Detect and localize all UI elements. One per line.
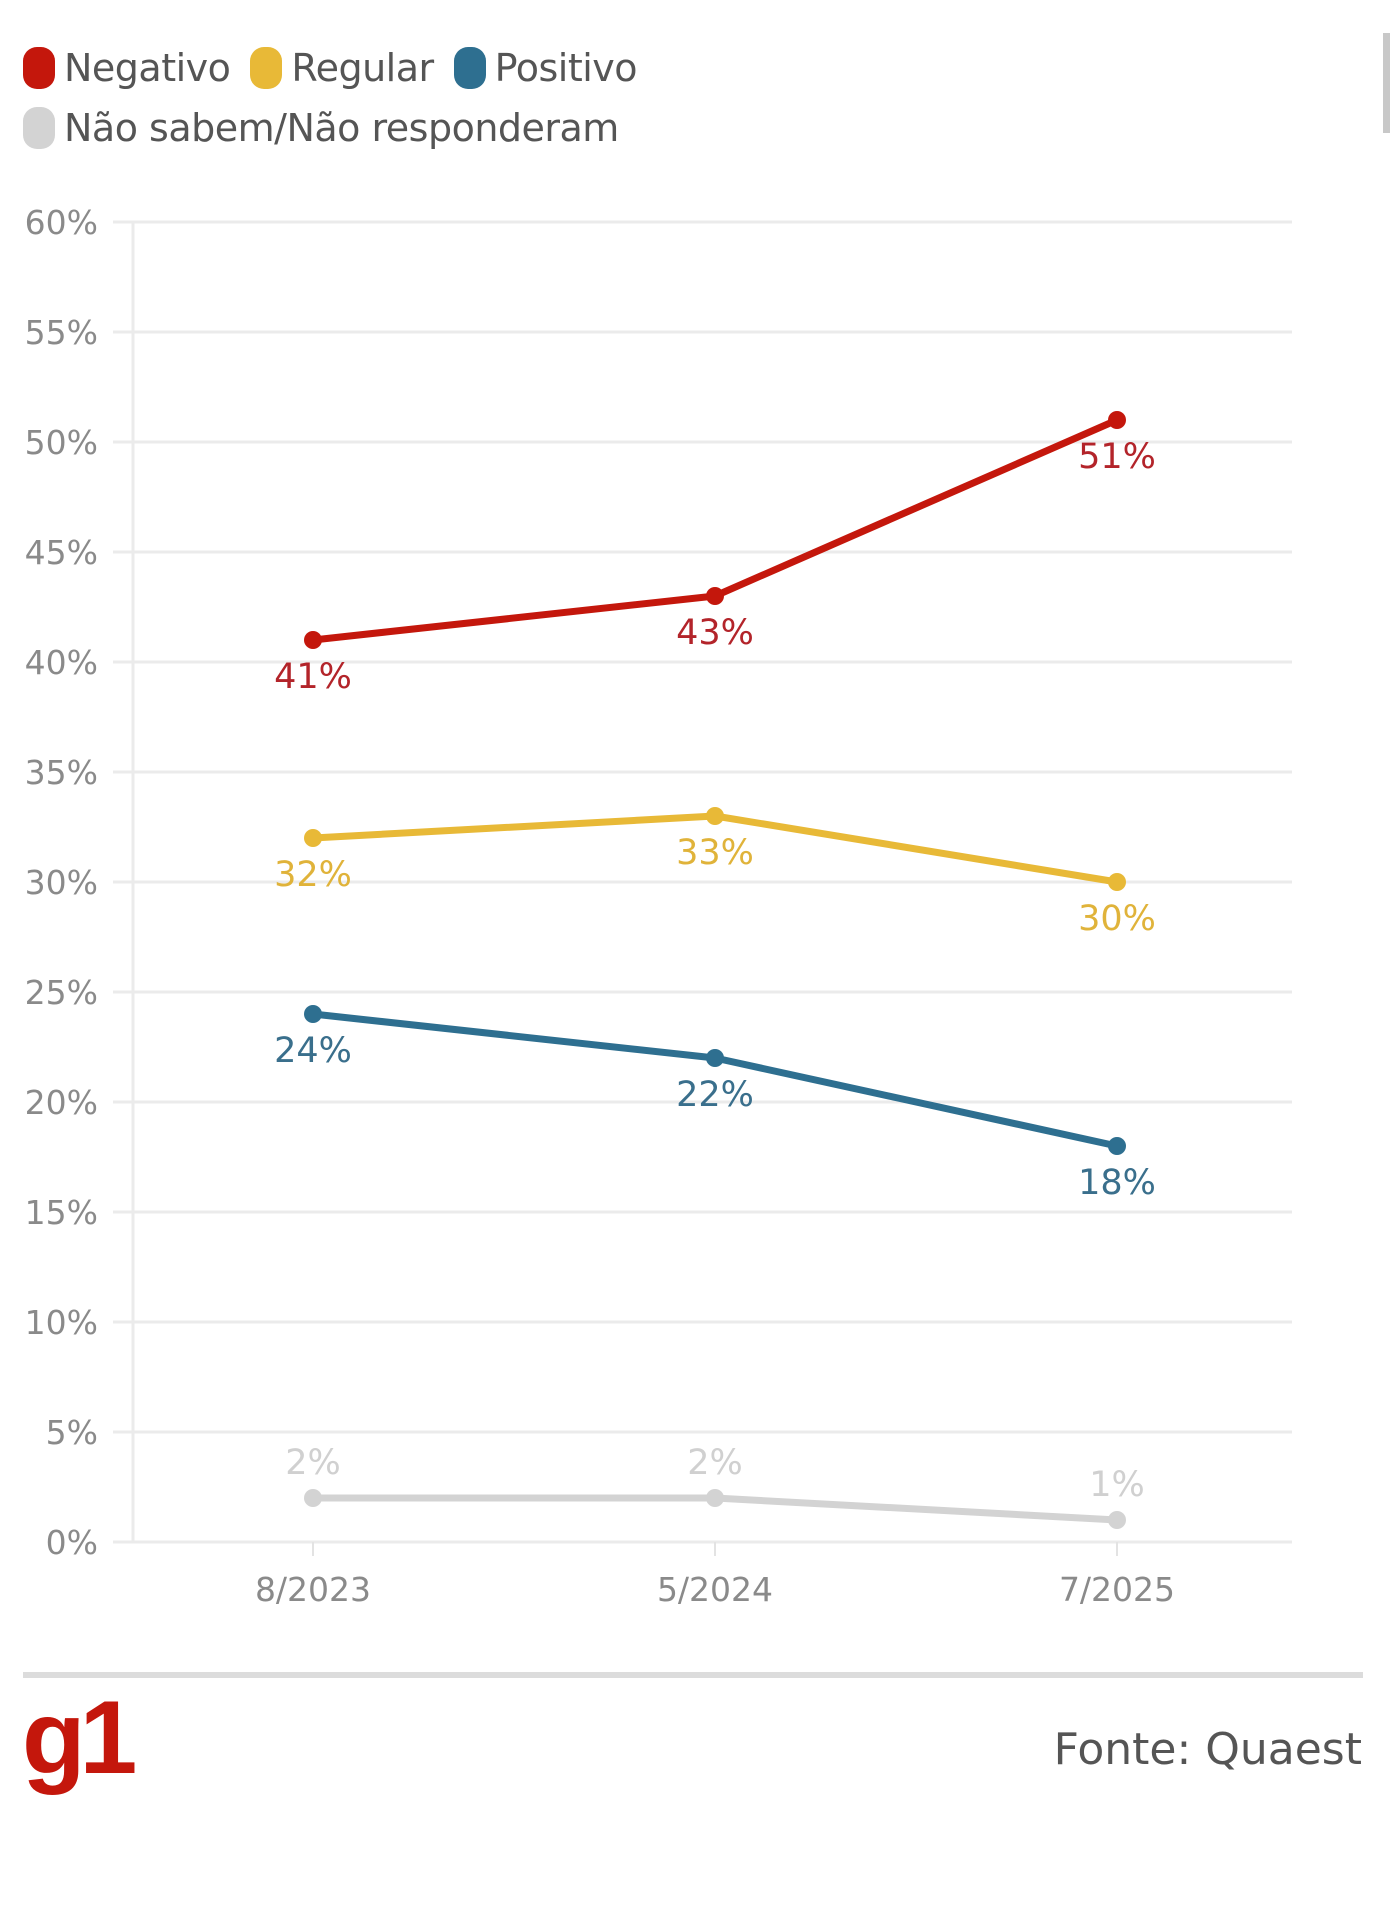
- data-point: [304, 1005, 322, 1023]
- y-tick-label: 60%: [25, 203, 98, 242]
- y-tick-label: 0%: [46, 1523, 98, 1562]
- y-tick-label: 30%: [25, 863, 98, 902]
- y-tick-label: 45%: [25, 533, 98, 572]
- y-tick-label: 50%: [25, 423, 98, 462]
- y-tick-label: 10%: [25, 1303, 98, 1342]
- data-point: [1108, 1511, 1126, 1529]
- data-label: 30%: [1078, 899, 1156, 939]
- data-label: 24%: [274, 1031, 352, 1071]
- data-label: 1%: [1089, 1465, 1145, 1505]
- y-tick-label: 20%: [25, 1083, 98, 1122]
- legend-swatch-regular: [250, 47, 283, 89]
- data-point: [1108, 411, 1126, 429]
- footer-divider: [23, 1672, 1363, 1678]
- data-label: 41%: [274, 657, 352, 697]
- data-point: [706, 1049, 724, 1067]
- data-label: 22%: [676, 1075, 754, 1115]
- x-tick-label: 8/2023: [255, 1570, 371, 1609]
- data-label: 18%: [1078, 1163, 1156, 1203]
- legend-swatch-negativo: [23, 47, 55, 89]
- data-point: [1108, 873, 1126, 891]
- data-label: 51%: [1078, 437, 1156, 477]
- x-axis-ticks: 8/2023 5/2024 7/2025: [255, 1542, 1175, 1609]
- legend-row-1: Negativo Regular Positivo: [23, 38, 783, 98]
- data-label: 32%: [274, 855, 352, 895]
- grid-lines: [113, 220, 1292, 1544]
- y-tick-label: 15%: [25, 1193, 98, 1232]
- data-point: [304, 829, 322, 847]
- legend-label: Positivo: [494, 46, 638, 90]
- line-chart: 0% 5% 10% 15% 20% 25% 30% 35% 40% 45% 50% 55% 60% 8/…: [25, 203, 1292, 1609]
- x-tick-label: 7/2025: [1059, 1570, 1175, 1609]
- legend-row-2: Não sabem/Não responderam: [23, 98, 783, 158]
- y-tick-label: 40%: [25, 643, 98, 682]
- legend-label: Negativo: [64, 46, 231, 90]
- legend-swatch-positivo: [453, 47, 486, 89]
- legend-label: Não sabem/Não responderam: [64, 106, 619, 150]
- legend-item-positivo: Positivo: [453, 46, 638, 90]
- legend-item-nao-sabem: Não sabem/Não responderam: [23, 106, 619, 150]
- y-tick-label: 5%: [46, 1413, 98, 1452]
- legend-item-regular: Regular: [250, 46, 434, 90]
- data-labels: 2% 2% 1% 24% 22% 18% 32% 33% 30% 41% 43% 51%: [274, 437, 1156, 1505]
- legend-label: Regular: [291, 46, 434, 90]
- legend-swatch-nao-sabem: [23, 107, 55, 149]
- legend-item-negativo: Negativo: [23, 46, 231, 90]
- scrollbar-thumb[interactable]: [1383, 33, 1390, 133]
- g1-logo: g1: [22, 1680, 137, 1796]
- y-tick-label: 55%: [25, 313, 98, 352]
- y-axis-ticks: 0% 5% 10% 15% 20% 25% 30% 35% 40% 45% 50% 55% 60%: [25, 203, 98, 1562]
- data-point: [706, 1489, 724, 1507]
- data-point: [304, 1489, 322, 1507]
- data-label: 2%: [687, 1443, 743, 1483]
- y-tick-label: 35%: [25, 753, 98, 792]
- data-point: [706, 807, 724, 825]
- data-point: [706, 587, 724, 605]
- data-label: 33%: [676, 833, 754, 873]
- x-tick-label: 5/2024: [657, 1570, 773, 1609]
- data-label: 2%: [285, 1443, 341, 1483]
- data-point: [1108, 1137, 1126, 1155]
- data-point: [304, 631, 322, 649]
- data-label: 43%: [676, 613, 754, 653]
- series-lines: [304, 411, 1126, 1529]
- y-tick-label: 25%: [25, 973, 98, 1012]
- chart-legend: Negativo Regular Positivo Não sabem/Não …: [23, 38, 783, 158]
- source-text: Fonte: Quaest: [1053, 1724, 1362, 1775]
- series-line: [309, 416, 1121, 644]
